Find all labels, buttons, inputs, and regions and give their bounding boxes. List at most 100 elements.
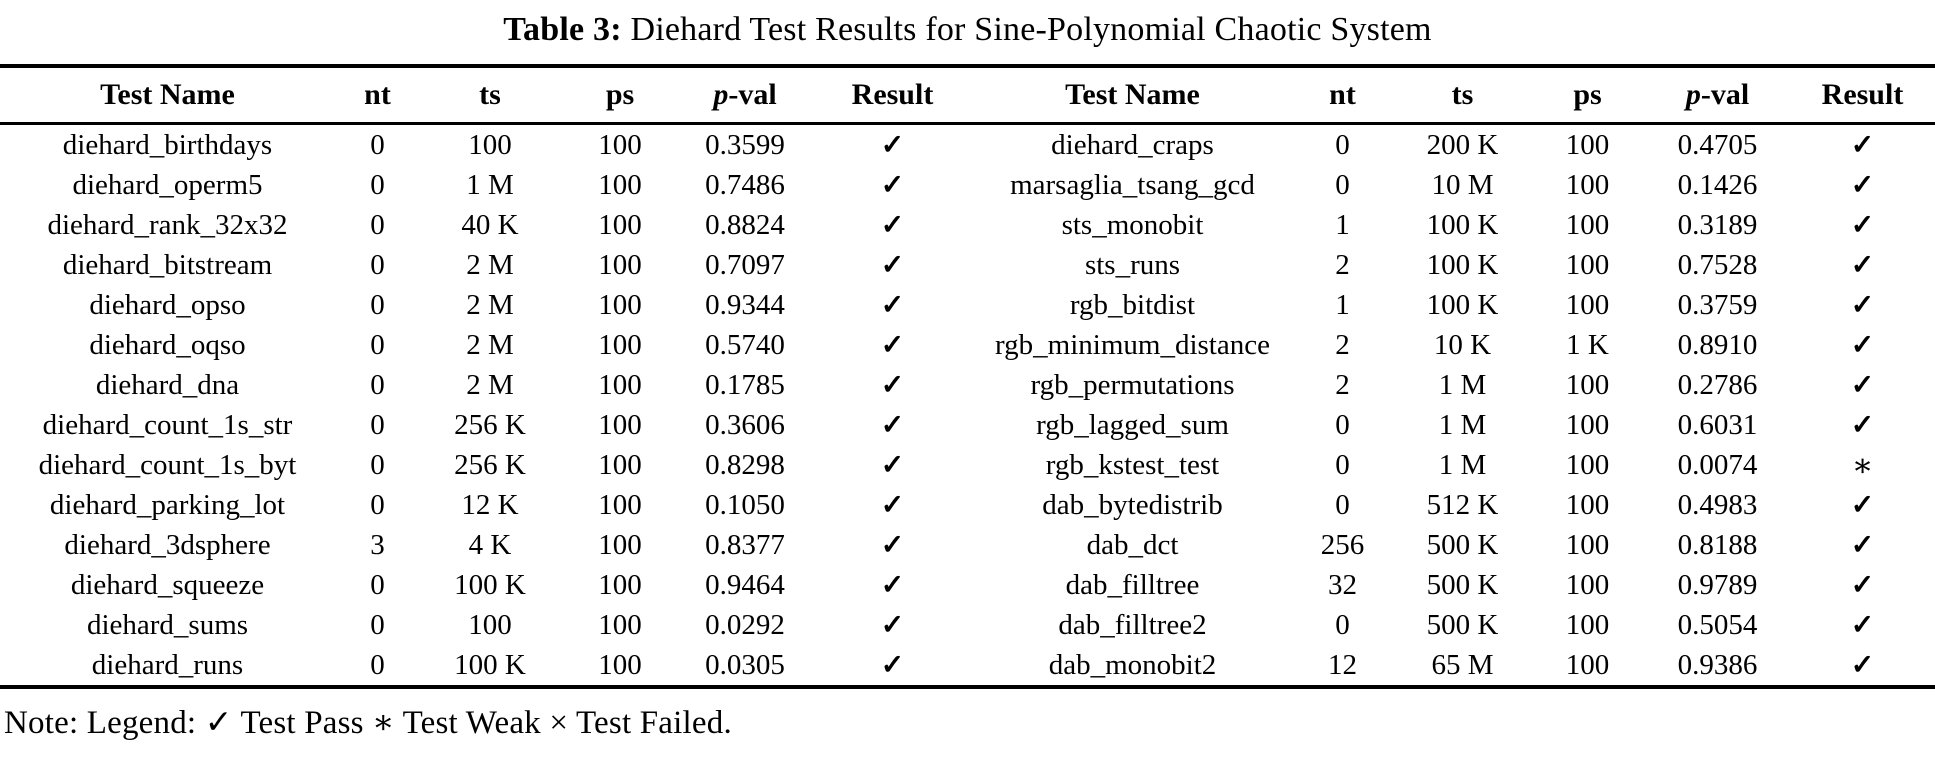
test-name-cell-right: sts_runs xyxy=(1084,248,1181,281)
diehard-results-table: Test Name nt ts ps p-val Result Test Nam… xyxy=(0,64,1935,689)
table-title: Table 3: Diehard Test Results for Sine-P… xyxy=(0,0,1935,64)
test-name-cell-right: rgb_lagged_sum xyxy=(1036,408,1229,441)
table-row: diehard_dna 0 2 M 100 0.1785 ✓ rgb_permutation… xyxy=(0,365,1935,405)
test-name-cell-right: rgb_minimum_distance xyxy=(995,328,1270,361)
ts-cell-right: 500 K xyxy=(1426,568,1499,601)
test-name-cell-right: diehard_craps xyxy=(1051,128,1214,161)
col-header-ts-left: ts xyxy=(420,66,560,125)
result-cell-right: ✓ xyxy=(1850,210,1875,241)
test-name-cell-right: dab_monobit2 xyxy=(1048,648,1217,681)
pval-cell-right: 0.0074 xyxy=(1677,448,1758,481)
result-cell-right: ✓ xyxy=(1850,410,1875,441)
pval-cell-right: 0.8188 xyxy=(1677,528,1758,561)
result-cell-left: ✓ xyxy=(880,210,905,241)
nt-cell-right: 256 xyxy=(1320,528,1365,561)
ps-cell-right: 100 xyxy=(1565,568,1610,601)
test-name-cell-left: diehard_dna xyxy=(95,368,240,401)
nt-cell-left: 0 xyxy=(370,168,385,201)
header-row: Test Name nt ts ps p-val Result Test Nam… xyxy=(0,66,1935,125)
col-header-ps-left: ps xyxy=(560,66,680,125)
ts-cell-right: 512 K xyxy=(1426,488,1499,521)
nt-cell-right: 1 xyxy=(1335,288,1350,321)
test-name-cell-left: diehard_sums xyxy=(86,608,249,641)
pval-cell-left: 0.0292 xyxy=(705,608,785,641)
pval-cell-left: 0.1785 xyxy=(705,368,785,401)
result-cell-left: ✓ xyxy=(880,450,905,481)
nt-cell-right: 0 xyxy=(1335,448,1350,481)
result-cell-left: ✓ xyxy=(880,370,905,401)
ts-cell-right: 1 M xyxy=(1438,448,1487,481)
test-name-cell-right: dab_filltree2 xyxy=(1058,608,1207,641)
result-cell-right: ✓ xyxy=(1850,650,1875,681)
ts-cell-right: 500 K xyxy=(1426,608,1499,641)
pval-cell-right: 0.1426 xyxy=(1677,168,1758,201)
test-name-cell-right: dab_filltree xyxy=(1065,568,1200,601)
nt-cell-left: 0 xyxy=(370,408,385,441)
pval-cell-right: 0.7528 xyxy=(1677,248,1758,281)
pval-cell-right: 0.4705 xyxy=(1677,128,1758,161)
ps-cell-left: 100 xyxy=(598,328,642,361)
test-name-cell-right: sts_monobit xyxy=(1061,208,1204,241)
pval-cell-left: 0.8824 xyxy=(705,208,785,241)
table-title-label: Table 3: xyxy=(503,11,622,48)
pval-cell-right: 0.2786 xyxy=(1677,368,1758,401)
ts-cell-right: 100 K xyxy=(1426,208,1499,241)
table-row: diehard_squeeze 0 100 K 100 0.9464 ✓ dab_fillt… xyxy=(0,565,1935,605)
nt-cell-right: 0 xyxy=(1335,408,1350,441)
nt-cell-right: 2 xyxy=(1335,248,1350,281)
result-cell-left: ✓ xyxy=(880,410,905,441)
ps-cell-right: 100 xyxy=(1565,168,1610,201)
ps-cell-right: 100 xyxy=(1565,608,1610,641)
test-name-cell-left: diehard_squeeze xyxy=(70,568,265,601)
nt-cell-left: 0 xyxy=(370,608,385,641)
ps-cell-left: 100 xyxy=(598,168,642,201)
table-row: diehard_3dsphere 3 4 K 100 0.8377 ✓ dab_dct 256… xyxy=(0,525,1935,565)
ts-cell-left: 100 xyxy=(468,128,512,161)
ps-cell-left: 100 xyxy=(598,248,642,281)
ps-cell-right: 100 xyxy=(1565,488,1610,521)
result-cell-right: ∗ xyxy=(1851,447,1874,483)
ts-cell-right: 200 K xyxy=(1426,128,1499,161)
table-body: diehard_birthdays 0 100 100 0.3599 ✓ diehard_c… xyxy=(0,124,1935,688)
ps-cell-right: 100 xyxy=(1565,208,1610,241)
test-name-cell-left: diehard_bitstream xyxy=(62,248,273,281)
ts-cell-left: 2 M xyxy=(466,368,514,401)
ps-cell-left: 100 xyxy=(598,368,642,401)
col-header-ts-right: ts xyxy=(1395,66,1530,125)
nt-cell-left: 0 xyxy=(370,328,385,361)
pval-cell-left: 0.5740 xyxy=(705,328,785,361)
ts-cell-right: 1 M xyxy=(1438,408,1487,441)
col-header-pval-left: p-val xyxy=(680,66,810,125)
result-cell-right: ✓ xyxy=(1850,570,1875,601)
table-row: diehard_sums 0 100 100 0.0292 ✓ dab_filltree2 0… xyxy=(0,605,1935,645)
table-row: diehard_parking_lot 0 12 K 100 0.1050 ✓ dab_by… xyxy=(0,485,1935,525)
pval-cell-right: 0.3189 xyxy=(1677,208,1758,241)
nt-cell-left: 0 xyxy=(370,248,385,281)
result-cell-right: ✓ xyxy=(1850,490,1875,521)
test-name-cell-left: diehard_operm5 xyxy=(72,168,263,201)
col-header-test-name-right: Test Name xyxy=(975,66,1290,125)
nt-cell-right: 1 xyxy=(1335,208,1350,241)
table-row: diehard_rank_32x32 0 40 K 100 0.8824 ✓ sts_mon… xyxy=(0,205,1935,245)
pval-cell-right: 0.9386 xyxy=(1677,648,1758,681)
ps-cell-right: 100 xyxy=(1565,128,1610,161)
ps-cell-right: 100 xyxy=(1565,248,1610,281)
ps-cell-left: 100 xyxy=(598,488,642,521)
ts-cell-right: 10 K xyxy=(1433,328,1492,361)
nt-cell-right: 32 xyxy=(1328,568,1357,601)
result-cell-right: ✓ xyxy=(1850,370,1875,401)
nt-cell-right: 2 xyxy=(1335,328,1350,361)
ts-cell-left: 12 K xyxy=(461,488,519,521)
pval-cell-right: 0.3759 xyxy=(1677,288,1758,321)
pval-cell-left: 0.8298 xyxy=(705,448,785,481)
pval-cell-left: 0.3606 xyxy=(705,408,785,441)
table-row: diehard_bitstream 0 2 M 100 0.7097 ✓ sts_runs 2… xyxy=(0,245,1935,285)
ps-cell-left: 100 xyxy=(598,128,642,161)
ps-cell-left: 100 xyxy=(598,448,642,481)
col-header-test-name-left: Test Name xyxy=(0,66,335,125)
nt-cell-right: 12 xyxy=(1328,648,1357,681)
ts-cell-left: 2 M xyxy=(466,288,514,321)
ts-cell-left: 256 K xyxy=(454,408,526,441)
nt-cell-right: 0 xyxy=(1335,168,1350,201)
pval-cell-left: 0.0305 xyxy=(705,648,785,681)
